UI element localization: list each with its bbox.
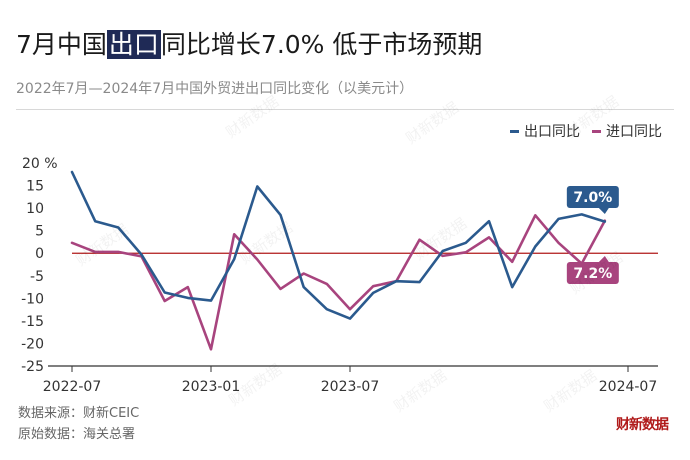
y-tick-label: -5 [30, 269, 44, 285]
y-tick-label: -15 [21, 314, 44, 330]
original-source: 原始数据：海关总署 [18, 427, 136, 442]
x-tick-label: 2023-07 [321, 379, 380, 395]
legend-item-import: 进口同比 [592, 121, 662, 141]
import-value-label-bg [566, 262, 619, 284]
import-value-label-pointer [598, 256, 609, 262]
x-tick-label: 2022-07 [43, 379, 102, 395]
chart-legend: 出口同比 进口同比 [510, 121, 662, 141]
chart-subtitle: 2022年7月—2024年7月中国外贸进出口同比变化（以美元计） [16, 81, 414, 97]
y-tick-label: -20 [21, 336, 44, 352]
title-prefix: 7月中国 [16, 30, 107, 59]
y-tick-label: 0 [35, 246, 44, 262]
legend-item-export: 出口同比 [510, 121, 580, 141]
y-tick-label: 10 [26, 201, 44, 217]
x-tick-label: 2024-07 [599, 379, 658, 395]
y-tick-label: 15 [26, 179, 44, 195]
caixin-data-logo: 财新数据 [616, 417, 669, 433]
legend-label-import: 进口同比 [606, 124, 662, 140]
page-title: 7月中国出口同比增长7.0% 低于市场预期 [16, 30, 482, 60]
legend-swatch-import [592, 129, 601, 133]
y-tick-label: 5 [35, 224, 44, 240]
x-tick-label: 2023-01 [182, 379, 241, 395]
legend-swatch-export [510, 129, 519, 133]
import-value-label: 7.2% [573, 266, 612, 282]
y-tick-label: -10 [21, 291, 44, 307]
title-suffix: 同比增长7.0% 低于市场预期 [160, 30, 483, 59]
y-tick-label: 20 % [22, 156, 58, 172]
y-tick-label: -25 [21, 359, 44, 375]
export-value-label: 7.0% [573, 190, 612, 206]
data-source: 数据来源：财新CEIC [18, 406, 140, 421]
series-line-import [70, 214, 607, 351]
legend-label-export: 出口同比 [524, 124, 580, 140]
export-value-label-bg [566, 186, 619, 208]
header-divider [16, 109, 674, 110]
title-highlight: 出口 [106, 30, 161, 59]
export-value-label-pointer [598, 208, 609, 214]
series-line-export [70, 170, 607, 320]
